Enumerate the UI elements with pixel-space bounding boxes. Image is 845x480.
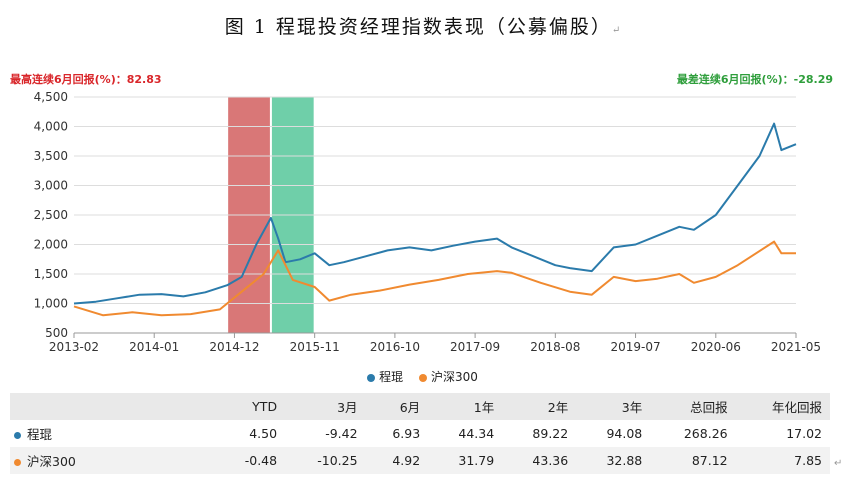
- table-cell: 43.36: [502, 447, 577, 474]
- x-tick-label: 2018-08: [530, 340, 580, 354]
- y-tick-label: 4,000: [34, 120, 68, 134]
- best-6m-return: 最高连续6月回报(%)：82.83: [10, 71, 162, 87]
- legend-label-index: 沪深300: [430, 370, 478, 384]
- table-cell: 89.22: [532, 426, 569, 441]
- series-dot-manager: [14, 432, 21, 439]
- series-dot-index: [14, 459, 21, 466]
- line-chart: 4,500 4,000 3,500 3,000 2,500 2,000 1,500 1,000…: [34, 90, 821, 354]
- x-tick-label: 2020-06: [691, 340, 741, 354]
- x-tick-label: 2021-05: [771, 340, 821, 354]
- table-row: 沪深300 -0.48 -10.25 4.92 31.79 43.36 32.8…: [10, 447, 830, 474]
- table-cell: 94.08: [606, 426, 643, 441]
- best-6m-value: 82.83: [126, 73, 162, 86]
- row-name-manager: 程琨: [10, 420, 216, 447]
- table-cell: -10.25: [285, 447, 366, 474]
- x-tick-label: 2013-02: [49, 340, 99, 354]
- table-cell: 4.92: [365, 447, 429, 474]
- y-tick-label: 500: [45, 326, 68, 340]
- table-header-cell: 3月: [285, 393, 366, 420]
- table-cell: -9.42: [325, 426, 358, 441]
- row-name-index: 沪深300: [10, 447, 216, 474]
- x-tick-label: 2019-07: [610, 340, 660, 354]
- figure-title-text: 图 1 程琨投资经理指数表现（公募偏股）: [224, 16, 612, 38]
- table-header-cell: 1年: [428, 393, 503, 420]
- row-name-text: 程琨: [27, 427, 53, 442]
- x-tick-label: 2016-10: [370, 340, 420, 354]
- y-tick-label: 3,000: [34, 179, 68, 193]
- x-tick-label: 2014-12: [209, 340, 259, 354]
- y-tick-label: 2,000: [34, 238, 68, 252]
- chart-legend: 程琨 沪深300: [0, 368, 845, 385]
- table-header-cell: 年化回报: [735, 393, 830, 420]
- legend-item-index[interactable]: 沪深300: [418, 368, 478, 385]
- table-cell: 4.50: [249, 426, 278, 441]
- x-tick-label: 2014-01: [129, 340, 179, 354]
- table-row: 程琨 4.50 -9.42 6.93 44.34 89.22 94.08 268…: [10, 420, 830, 447]
- returns-table: YTD 3月 6月 1年 2年 3年 总回报 年化回报 程琨 4.50 -9.4…: [10, 393, 830, 474]
- row-name-text: 沪深300: [27, 454, 76, 469]
- table-header-cell: YTD: [216, 393, 286, 420]
- table-cell: 44.34: [458, 426, 495, 441]
- y-tick-label: 1,500: [34, 267, 68, 281]
- best-6m-label: 最高连续6月回报(%)：: [10, 73, 127, 86]
- legend-label-manager: 程琨: [379, 370, 404, 384]
- worst-6m-label: 最差连续6月回报(%)：: [676, 73, 794, 86]
- legend-item-manager[interactable]: 程琨: [367, 368, 403, 385]
- series-lines: [73, 122, 797, 317]
- y-tick-label: 3,500: [34, 149, 68, 163]
- table-header-cell: 3年: [576, 393, 651, 420]
- table-header-cell: 总回报: [650, 393, 736, 420]
- paragraph-mark: ↵: [611, 25, 621, 36]
- table-cell: 268.26: [683, 426, 728, 441]
- table-cell: 31.79: [428, 447, 503, 474]
- x-tick-label: 2017-09: [450, 340, 500, 354]
- table-cell: -0.48: [216, 447, 286, 474]
- x-tick-label: 2015-11: [290, 340, 340, 354]
- grid-lines: [74, 96, 796, 334]
- table-cell: 7.85: [735, 447, 830, 474]
- series-line-index: [73, 240, 796, 317]
- paragraph-mark: ↵: [834, 458, 843, 469]
- series-line-manager: [73, 122, 797, 305]
- worst-6m-value: -28.29: [793, 73, 833, 86]
- table-header-row: YTD 3月 6月 1年 2年 3年 总回报 年化回报: [10, 393, 830, 420]
- worst-6m-return: 最差连续6月回报(%)：-28.29: [677, 71, 833, 87]
- legend-dot-manager: [367, 373, 376, 382]
- table-cell: 6.93: [392, 426, 421, 441]
- legend-dot-index: [418, 373, 427, 382]
- y-axis: 4,500 4,000 3,500 3,000 2,500 2,000 1,500 1,000…: [34, 90, 68, 340]
- figure-title: 图 1 程琨投资经理指数表现（公募偏股）↵: [0, 12, 845, 39]
- table-cell: 32.88: [576, 447, 651, 474]
- table-cell: 87.12: [650, 447, 736, 474]
- table-header-cell: 2年: [502, 393, 577, 420]
- table-cell: 17.02: [786, 426, 822, 441]
- x-axis: 2013-02 2014-01 2014-12 2015-11 2016-10 2017-…: [49, 332, 821, 354]
- y-tick-label: 4,500: [34, 90, 68, 104]
- table-header-cell: 6月: [365, 393, 429, 420]
- table-header-blank: [10, 393, 216, 420]
- y-tick-label: 1,000: [34, 297, 68, 311]
- y-tick-label: 2,500: [34, 208, 68, 222]
